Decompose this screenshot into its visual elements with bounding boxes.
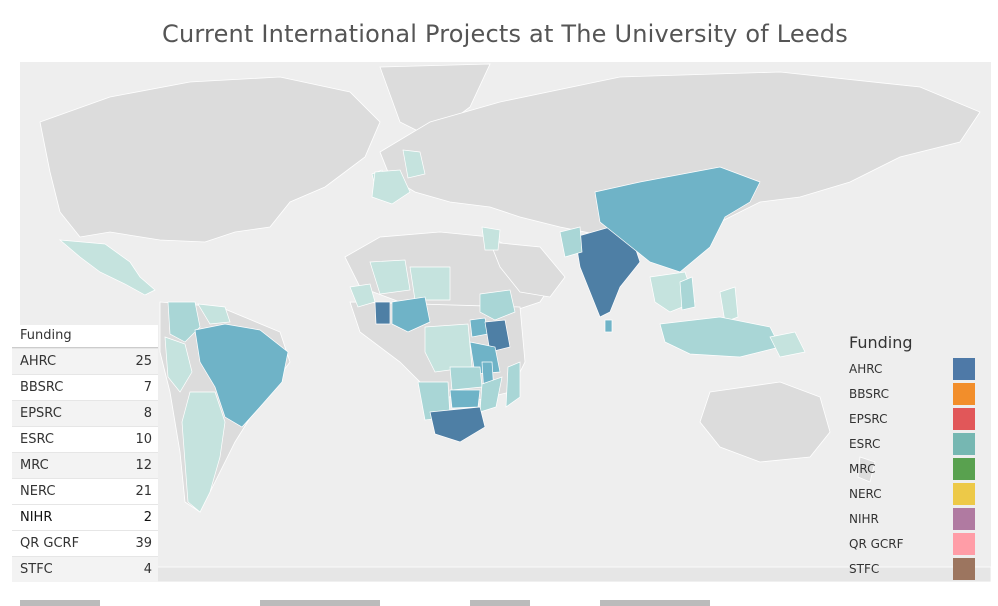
funding-table: Funding AHRC 25 BBSRC 7 EPSRC 8 ESRC 10 MRC 12 NER…	[12, 325, 158, 582]
legend-item[interactable]: EPSRC	[849, 408, 979, 433]
antarctica-land	[20, 566, 991, 582]
north-america-land	[39, 76, 381, 243]
funding-row[interactable]: NERC 21	[12, 478, 158, 504]
nigeria-region	[391, 296, 431, 333]
legend-color-swatch	[953, 558, 975, 580]
china-region	[594, 166, 761, 273]
funding-row[interactable]: NIHR 2	[12, 504, 158, 530]
south-africa-region	[429, 406, 486, 443]
niger-region	[409, 266, 451, 301]
levant-region	[481, 226, 501, 251]
peru-region	[164, 336, 193, 393]
mexico-region	[58, 239, 156, 296]
legend-item[interactable]: BBSRC	[849, 383, 979, 408]
kenya-region	[484, 319, 511, 353]
vietnam-region	[679, 276, 696, 311]
map-svg[interactable]	[20, 62, 991, 582]
funding-row-name: STFC	[20, 562, 53, 577]
legend-item-label: ESRC	[849, 437, 881, 451]
funding-row[interactable]: AHRC 25	[12, 348, 158, 374]
funding-row[interactable]: QR GCRF 39	[12, 530, 158, 556]
legend-item-label: EPSRC	[849, 412, 888, 426]
zambia-region	[449, 366, 483, 391]
papua-region	[769, 331, 806, 358]
funding-row-name: QR GCRF	[20, 536, 80, 551]
funding-row-value: 21	[135, 484, 152, 499]
funding-row-name: BBSRC	[20, 380, 64, 395]
legend-item[interactable]: NERC	[849, 483, 979, 508]
legend-item[interactable]: STFC	[849, 558, 979, 583]
indonesia-region	[659, 316, 781, 358]
legend-item[interactable]: MRC	[849, 458, 979, 483]
funding-row-value: 25	[135, 354, 152, 369]
legend-item-label: BBSRC	[849, 387, 889, 401]
funding-legend: Funding AHRC BBSRC EPSRC ESRC MRC NERC NIHR QR …	[849, 333, 979, 583]
legend-color-swatch	[953, 458, 975, 480]
funding-row[interactable]: ESRC 10	[12, 426, 158, 452]
uganda-region	[469, 317, 489, 338]
argentina-region	[181, 391, 226, 513]
legend-item-label: QR GCRF	[849, 537, 904, 551]
philippines-region	[719, 286, 739, 323]
ethiopia-region	[479, 289, 516, 321]
drc-region	[424, 323, 473, 373]
arabia-land	[489, 241, 566, 298]
funding-row-name: EPSRC	[20, 406, 62, 421]
australia-land	[699, 381, 831, 463]
legend-color-swatch	[953, 533, 975, 555]
venezuela-region	[197, 303, 231, 325]
funding-row-value: 7	[143, 380, 152, 395]
legend-color-swatch	[953, 408, 975, 430]
funding-row-value: 12	[135, 458, 152, 473]
ghana-region	[374, 301, 391, 325]
legend-title: Funding	[849, 333, 913, 352]
funding-row[interactable]: STFC 4	[12, 556, 158, 582]
legend-item[interactable]: ESRC	[849, 433, 979, 458]
legend-item[interactable]: NIHR	[849, 508, 979, 533]
legend-item-label: STFC	[849, 562, 880, 576]
legend-item-label: AHRC	[849, 362, 883, 376]
funding-row[interactable]: EPSRC 8	[12, 400, 158, 426]
funding-row-value: 39	[135, 536, 152, 551]
funding-row-value: 2	[143, 510, 152, 525]
eurasia-land	[379, 71, 981, 238]
funding-row-value: 8	[143, 406, 152, 421]
funding-row-name: MRC	[20, 458, 49, 473]
sri-lanka-region	[604, 319, 613, 333]
world-map[interactable]	[20, 62, 991, 582]
legend-item-label: NIHR	[849, 512, 879, 526]
funding-row-value: 4	[143, 562, 152, 577]
legend-color-swatch	[953, 508, 975, 530]
legend-color-swatch	[953, 358, 975, 380]
legend-color-swatch	[953, 383, 975, 405]
funding-row[interactable]: BBSRC 7	[12, 374, 158, 400]
zimbabwe-region	[449, 389, 481, 409]
legend-color-swatch	[953, 433, 975, 455]
funding-row-name: NERC	[20, 484, 56, 499]
madagascar-region	[505, 361, 521, 408]
funding-row-name: NIHR	[20, 510, 53, 525]
funding-row[interactable]: MRC 12	[12, 452, 158, 478]
sahel-region	[369, 259, 411, 295]
legend-item[interactable]: AHRC	[849, 358, 979, 383]
colombia-region	[167, 301, 201, 343]
legend-item-label: MRC	[849, 462, 876, 476]
funding-row-value: 10	[135, 432, 152, 447]
new-zealand-land	[857, 456, 876, 483]
brazil-region	[194, 323, 289, 428]
bottom-scroll-strip	[0, 600, 998, 606]
afghanistan-region	[559, 226, 583, 258]
legend-item[interactable]: QR GCRF	[849, 533, 979, 558]
legend-item-label: NERC	[849, 487, 882, 501]
france-region	[371, 169, 411, 205]
funding-table-header: Funding	[12, 325, 158, 348]
page-title: Current International Projects at The Un…	[162, 20, 848, 48]
funding-row-name: AHRC	[20, 354, 57, 369]
germany-region	[402, 149, 426, 179]
legend-color-swatch	[953, 483, 975, 505]
mozambique-region	[479, 376, 503, 413]
funding-row-name: ESRC	[20, 432, 54, 447]
